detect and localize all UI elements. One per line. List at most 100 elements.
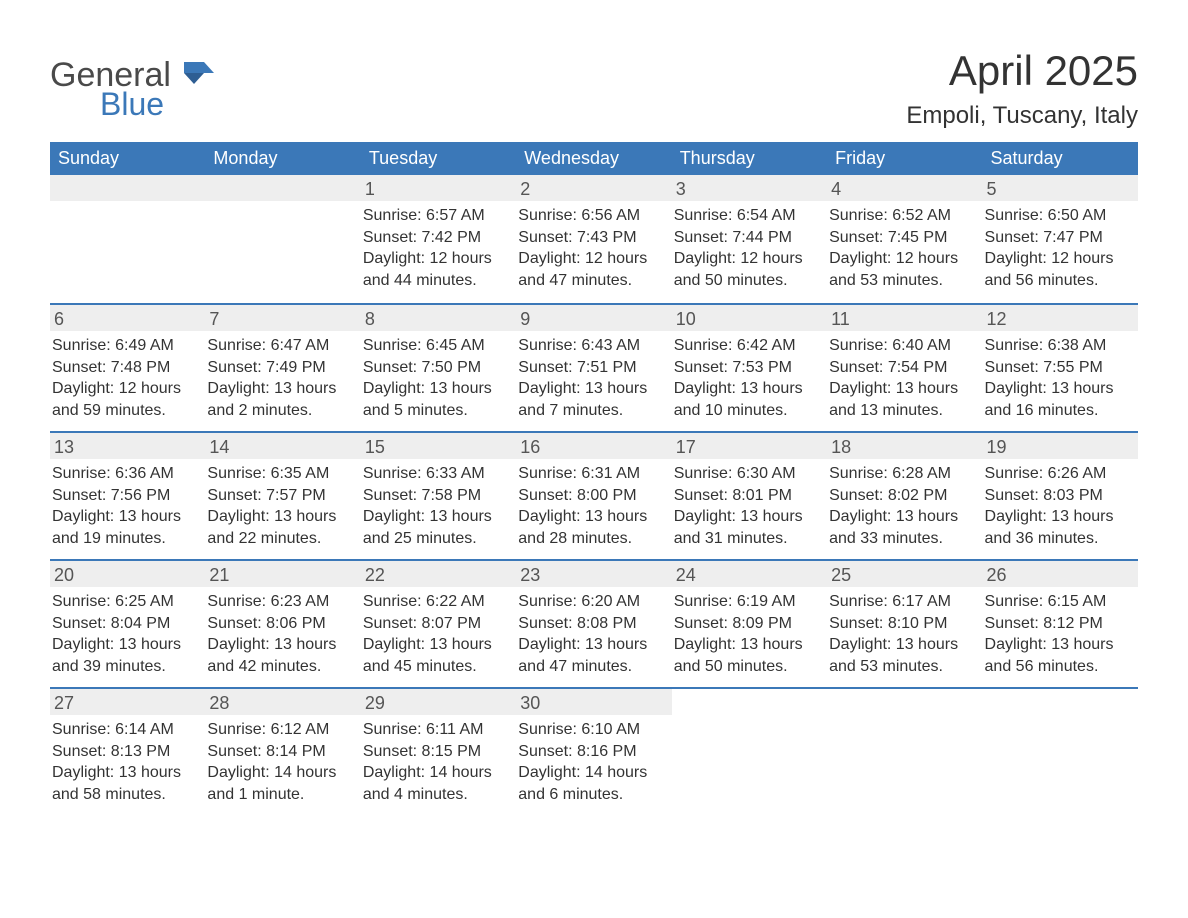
sunset-text: Sunset: 7:44 PM [674,227,819,249]
sunrise-text: Sunrise: 6:15 AM [985,591,1130,613]
day-cell: 11Sunrise: 6:40 AMSunset: 7:54 PMDayligh… [827,305,982,431]
sunrise-text: Sunrise: 6:14 AM [52,719,197,741]
day-cell: 6Sunrise: 6:49 AMSunset: 7:48 PMDaylight… [50,305,205,431]
sunset-text: Sunset: 8:13 PM [52,741,197,763]
day-cell: 24Sunrise: 6:19 AMSunset: 8:09 PMDayligh… [672,561,827,687]
sunrise-text: Sunrise: 6:57 AM [363,205,508,227]
sunset-text: Sunset: 7:53 PM [674,357,819,379]
daylight-text: Daylight: 12 hours and 47 minutes. [518,248,663,291]
day-cell: 4Sunrise: 6:52 AMSunset: 7:45 PMDaylight… [827,175,982,303]
day-cell: 12Sunrise: 6:38 AMSunset: 7:55 PMDayligh… [983,305,1138,431]
day-body: Sunrise: 6:26 AMSunset: 8:03 PMDaylight:… [983,463,1130,549]
day-cell: 7Sunrise: 6:47 AMSunset: 7:49 PMDaylight… [205,305,360,431]
sunrise-text: Sunrise: 6:10 AM [518,719,663,741]
sunrise-text: Sunrise: 6:30 AM [674,463,819,485]
day-number: 10 [672,305,827,331]
day-number: 13 [50,433,205,459]
day-body: Sunrise: 6:23 AMSunset: 8:06 PMDaylight:… [205,591,352,677]
day-body: Sunrise: 6:11 AMSunset: 8:15 PMDaylight:… [361,719,508,805]
daylight-text: Daylight: 12 hours and 59 minutes. [52,378,197,421]
day-cell: 18Sunrise: 6:28 AMSunset: 8:02 PMDayligh… [827,433,982,559]
day-cell: 15Sunrise: 6:33 AMSunset: 7:58 PMDayligh… [361,433,516,559]
day-number: 24 [672,561,827,587]
day-number: 17 [672,433,827,459]
daylight-text: Daylight: 13 hours and 42 minutes. [207,634,352,677]
week-row: 13Sunrise: 6:36 AMSunset: 7:56 PMDayligh… [50,431,1138,559]
sunset-text: Sunset: 8:04 PM [52,613,197,635]
sunset-text: Sunset: 7:50 PM [363,357,508,379]
sunrise-text: Sunrise: 6:35 AM [207,463,352,485]
day-cell: 17Sunrise: 6:30 AMSunset: 8:01 PMDayligh… [672,433,827,559]
day-cell [983,689,1138,815]
day-number: 2 [516,175,671,201]
day-cell [672,689,827,815]
sunrise-text: Sunrise: 6:50 AM [985,205,1130,227]
day-body: Sunrise: 6:20 AMSunset: 8:08 PMDaylight:… [516,591,663,677]
flag-icon [184,56,214,90]
sunset-text: Sunset: 8:00 PM [518,485,663,507]
day-number: 29 [361,689,516,715]
sunset-text: Sunset: 7:43 PM [518,227,663,249]
sunset-text: Sunset: 8:12 PM [985,613,1130,635]
daylight-text: Daylight: 13 hours and 33 minutes. [829,506,974,549]
sunset-text: Sunset: 7:42 PM [363,227,508,249]
day-number: 23 [516,561,671,587]
day-body: Sunrise: 6:42 AMSunset: 7:53 PMDaylight:… [672,335,819,421]
sunrise-text: Sunrise: 6:52 AM [829,205,974,227]
dow-sunday: Sunday [50,142,205,175]
location: Empoli, Tuscany, Italy [906,102,1138,130]
day-body: Sunrise: 6:14 AMSunset: 8:13 PMDaylight:… [50,719,197,805]
day-number: 21 [205,561,360,587]
day-number: 28 [205,689,360,715]
daylight-text: Daylight: 13 hours and 2 minutes. [207,378,352,421]
daylight-text: Daylight: 13 hours and 50 minutes. [674,634,819,677]
day-cell: 3Sunrise: 6:54 AMSunset: 7:44 PMDaylight… [672,175,827,303]
day-body: Sunrise: 6:43 AMSunset: 7:51 PMDaylight:… [516,335,663,421]
sunrise-text: Sunrise: 6:49 AM [52,335,197,357]
daylight-text: Daylight: 13 hours and 13 minutes. [829,378,974,421]
daylight-text: Daylight: 13 hours and 22 minutes. [207,506,352,549]
sunset-text: Sunset: 8:06 PM [207,613,352,635]
sunrise-text: Sunrise: 6:40 AM [829,335,974,357]
daylight-text: Daylight: 13 hours and 36 minutes. [985,506,1130,549]
daylight-text: Daylight: 13 hours and 28 minutes. [518,506,663,549]
day-number: 1 [361,175,516,201]
day-number: 18 [827,433,982,459]
sunset-text: Sunset: 8:03 PM [985,485,1130,507]
day-body: Sunrise: 6:12 AMSunset: 8:14 PMDaylight:… [205,719,352,805]
day-cell: 16Sunrise: 6:31 AMSunset: 8:00 PMDayligh… [516,433,671,559]
daylight-text: Daylight: 13 hours and 58 minutes. [52,762,197,805]
day-number: 20 [50,561,205,587]
day-body: Sunrise: 6:25 AMSunset: 8:04 PMDaylight:… [50,591,197,677]
sunrise-text: Sunrise: 6:22 AM [363,591,508,613]
dow-friday: Friday [827,142,982,175]
day-number: 3 [672,175,827,201]
day-cell: 29 Sunrise: 6:11 AMSunset: 8:15 PMDayligh… [361,689,516,815]
daylight-text: Daylight: 12 hours and 56 minutes. [985,248,1130,291]
sunset-text: Sunset: 8:15 PM [363,741,508,763]
week-row: 1 Sunrise: 6:57 AMSunset: 7:42 PM Daylight… [50,175,1138,303]
day-body: Sunrise: 6:56 AMSunset: 7:43 PMDaylight:… [516,205,663,291]
sunrise-text: Sunrise: 6:33 AM [363,463,508,485]
day-cell: 26Sunrise: 6:15 AMSunset: 8:12 PMDayligh… [983,561,1138,687]
day-cell: 5Sunrise: 6:50 AMSunset: 7:47 PMDaylight… [983,175,1138,303]
day-number: 25 [827,561,982,587]
daylight-text: Daylight: 14 hours and 4 minutes. [363,762,508,805]
daylight-text: Daylight: 13 hours and 39 minutes. [52,634,197,677]
sunset-text: Sunset: 8:16 PM [518,741,663,763]
day-body: Sunrise: 6:31 AMSunset: 8:00 PMDaylight:… [516,463,663,549]
sunset-text: Sunset: 8:01 PM [674,485,819,507]
day-body: Sunrise: 6:22 AMSunset: 8:07 PMDaylight:… [361,591,508,677]
sunrise-text: Sunrise: 6:54 AM [674,205,819,227]
day-cell: 2 Sunrise: 6:56 AMSunset: 7:43 PMDaylight… [516,175,671,303]
day-cell: 25Sunrise: 6:17 AMSunset: 8:10 PMDayligh… [827,561,982,687]
daylight-text: Daylight: 13 hours and 10 minutes. [674,378,819,421]
day-number: 30 [516,689,671,715]
week-row: 20 Sunrise: 6:25 AMSunset: 8:04 PMDayligh… [50,559,1138,687]
sunset-text: Sunset: 8:10 PM [829,613,974,635]
sunset-text: Sunset: 7:48 PM [52,357,197,379]
day-body: Sunrise: 6:47 AMSunset: 7:49 PMDaylight:… [205,335,352,421]
day-cell: 22Sunrise: 6:22 AMSunset: 8:07 PMDayligh… [361,561,516,687]
day-cell [827,689,982,815]
day-number: 4 [827,175,982,201]
